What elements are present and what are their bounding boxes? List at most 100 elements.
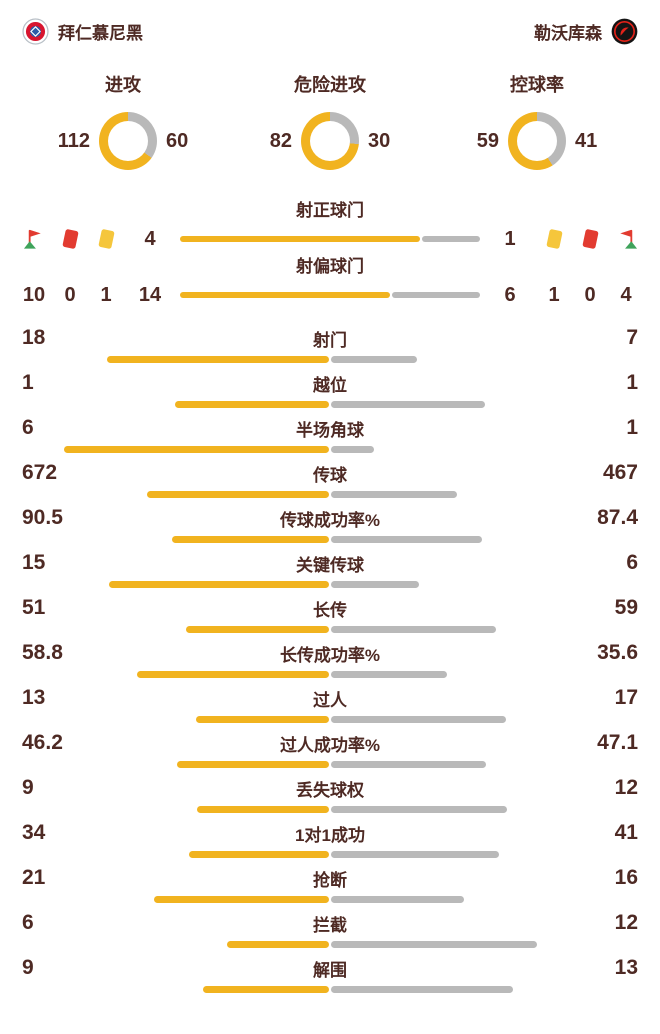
away-bar-segment [331,446,375,453]
away-cards-icons [540,228,640,251]
home-stat-value: 51 [22,596,46,619]
away-bar-segment [331,851,500,858]
shots-section: 射正球门 4 1 [0,200,660,312]
stat-bar [22,941,638,948]
home-bar-segment [180,236,420,242]
home-red-cards-value: 0 [64,283,76,306]
home-shots-off-target-value: 14 [138,283,162,306]
stat-bar [22,401,638,408]
stat-row: 9 解围 13 [22,956,638,993]
corner-flag-icon [612,228,640,251]
stat-label: 1对1成功 [295,825,365,845]
away-corners-value: 4 [620,283,632,306]
stat-row-values: 46.2 过人成功率% 47.1 [22,731,638,755]
stat-row-values: 6 半场角球 1 [22,416,638,440]
stat-row-values: 34 1对1成功 41 [22,821,638,845]
corner-flag-icon [20,228,48,251]
donut-chart: 82 30 [269,112,391,170]
away-stat-value: 1 [626,416,638,439]
donut-ring [508,112,566,170]
stat-label: 越位 [313,375,347,395]
away-stat-value: 41 [614,821,638,844]
stat-label: 抢断 [313,870,347,890]
home-extras-values: 10 0 1 [20,284,120,307]
away-stat-value: 59 [614,596,638,619]
donut-title: 控球率 [510,75,564,95]
home-stat-value: 18 [22,326,46,349]
red-card-icon [56,228,84,250]
home-team: 拜仁慕尼黑 [22,18,143,45]
away-bar-segment [331,536,483,543]
home-donut-value: 59 [476,129,499,152]
summary-donuts-section: 进攻 112 60 危险进攻 82 30 控球率 59 41 [0,45,660,170]
shots-off-target-bar [180,292,480,298]
stat-label: 拦截 [313,915,347,935]
stat-row: 58.8 长传成功率% 35.6 [22,641,638,678]
away-stat-value: 87.4 [597,506,638,529]
home-bar-segment [176,761,329,768]
stat-row: 51 长传 59 [22,596,638,633]
away-bar-segment [331,806,508,813]
away-stat-value: 13 [614,956,638,979]
leverkusen-badge-icon [611,18,638,45]
stat-row: 90.5 传球成功率% 87.4 [22,506,638,543]
stat-bar [22,356,638,363]
stat-row-values: 51 长传 59 [22,596,638,620]
stat-row-values: 90.5 传球成功率% 87.4 [22,506,638,530]
away-team: 勒沃库森 [534,18,638,45]
stat-bar [22,806,638,813]
yellow-card-icon [92,228,120,250]
stat-bar [22,716,638,723]
stat-bar [22,851,638,858]
stat-row-values: 15 关键传球 6 [22,551,638,575]
stat-row-values: 9 解围 13 [22,956,638,980]
stat-bar [22,671,638,678]
home-stat-value: 9 [22,956,34,979]
shots-off-target-title: 射偏球门 [296,257,364,276]
stat-label: 半场角球 [296,420,364,440]
home-stat-value: 1 [22,371,34,394]
away-stat-value: 47.1 [597,731,638,754]
home-stat-value: 672 [22,461,58,484]
stat-label: 长传成功率% [279,645,381,665]
shots-on-target-row: 4 1 [0,222,660,256]
away-stat-value: 12 [614,776,638,799]
stat-row-values: 13 过人 17 [22,686,638,710]
donut-chart: 59 41 [476,112,597,170]
home-bar-segment [175,401,329,408]
away-donut-value: 30 [368,129,391,152]
stat-label: 射门 [313,330,347,350]
stat-label: 传球 [313,465,347,485]
stat-bar [22,626,638,633]
stat-row: 9 丢失球权 12 [22,776,638,813]
away-stat-value: 16 [614,866,638,889]
home-bar-segment [180,292,390,298]
home-bar-segment [64,446,329,453]
stat-row-values: 1 越位 1 [22,371,638,395]
home-corners-value: 10 [22,283,46,306]
home-bar-segment [108,581,329,588]
home-bar-segment [226,941,329,948]
home-donut-value: 82 [269,129,292,152]
stat-row-values: 672 传球 467 [22,461,638,485]
home-bar-segment [189,851,329,858]
stat-row-values: 6 拦截 12 [22,911,638,935]
away-bar-segment [331,581,419,588]
stat-label: 丢失球权 [296,780,364,800]
stat-row: 672 传球 467 [22,461,638,498]
home-stat-value: 15 [22,551,46,574]
home-cards-icons [20,228,120,251]
away-bar-segment [392,292,480,298]
home-yellow-cards-value: 1 [100,283,112,306]
stat-row: 34 1对1成功 41 [22,821,638,858]
away-bar-segment [331,671,447,678]
stat-row: 18 射门 7 [22,326,638,363]
stat-row: 15 关键传球 6 [22,551,638,588]
away-stat-value: 6 [626,551,638,574]
stat-label: 关键传球 [296,555,364,575]
stat-row: 21 抢断 16 [22,866,638,903]
stat-label: 解围 [313,960,347,980]
stat-bar [22,986,638,993]
away-bar-segment [422,236,480,242]
